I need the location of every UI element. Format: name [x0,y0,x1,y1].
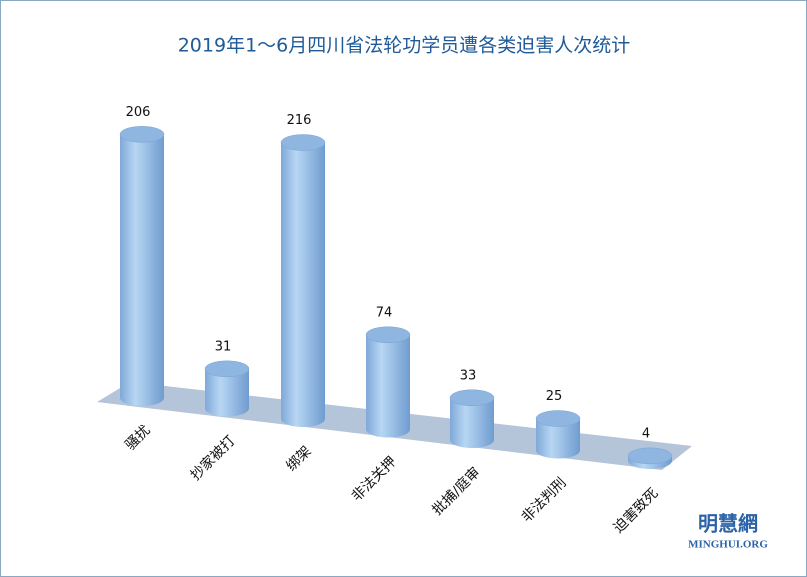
bar-top [449,389,495,407]
bar-top [280,134,326,151]
bar-top [627,447,673,465]
bar [281,142,325,427]
bar-top [365,326,411,344]
data-label: 74 [376,305,393,320]
data-label: 206 [126,105,151,120]
data-label: 33 [460,368,477,383]
watermark-url: MINGHUI.ORG [688,539,768,551]
bar [205,368,249,417]
bar-top [204,360,250,378]
data-label: 4 [642,426,650,441]
data-label: 31 [215,339,232,354]
bar [450,397,494,448]
bar-top [119,126,165,143]
watermark: 明慧網 [698,512,758,536]
bar-top [535,410,581,427]
bar [120,134,164,406]
data-label: 216 [287,113,312,128]
bar [536,418,580,459]
data-label: 25 [546,389,563,404]
bar [366,334,410,438]
chart-title: 2019年1～6月四川省法轮功学员遭各类迫害人次统计 [178,35,631,57]
